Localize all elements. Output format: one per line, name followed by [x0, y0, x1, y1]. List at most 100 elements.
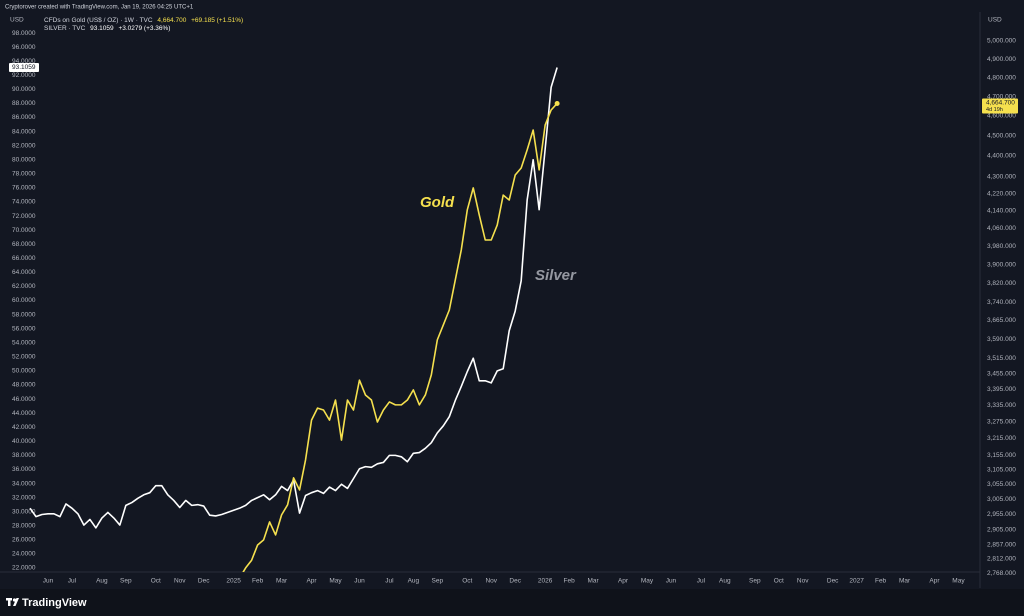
x-tick-label: Jun	[666, 578, 677, 585]
x-tick-label: May	[952, 578, 965, 585]
x-tick-label: Jun	[354, 578, 365, 585]
y2-tick-label: 3,395.000	[987, 386, 1016, 393]
footer-bar	[0, 589, 1024, 616]
y-tick-label: 76.0000	[12, 185, 36, 192]
silver-legend: SILVER · TVC 93.1059 +3.0279 (+3.36%)	[44, 25, 170, 32]
y-tick-label: 70.0000	[12, 227, 36, 234]
y-tick-label: 86.0000	[12, 114, 36, 121]
y2-tick-label: 3,215.000	[987, 435, 1016, 442]
y-axis-unit: USD	[10, 17, 24, 24]
y2-tick-label: 3,275.000	[987, 418, 1016, 425]
y2-tick-label: 3,980.000	[987, 243, 1016, 250]
y-tick-label: 44.0000	[12, 410, 36, 417]
y-tick-label: 78.0000	[12, 171, 36, 178]
series-annotation: Gold	[420, 194, 455, 211]
y2-tick-label: 4,400.000	[987, 153, 1016, 160]
y-tick-label: 40.0000	[12, 438, 36, 445]
x-tick-label: 2026	[538, 578, 553, 585]
y2-tick-label: 3,590.000	[987, 336, 1016, 343]
y2-tick-label: 4,900.000	[987, 56, 1016, 63]
silver-price: 93.1059	[90, 25, 114, 32]
y-tick-label: 62.0000	[12, 283, 36, 290]
x-tick-label: 2025	[226, 578, 241, 585]
credit: Cryptorover created with TradingView.com…	[5, 5, 194, 11]
y2-tick-label: 4,060.000	[987, 225, 1016, 232]
y2-tick-label: 4,220.000	[987, 190, 1016, 197]
y-tick-label: 88.0000	[12, 100, 36, 107]
y-tick-label: 80.0000	[12, 156, 36, 163]
last-point	[554, 100, 560, 106]
x-tick-label: Oct	[774, 578, 784, 585]
x-tick-label: Mar	[276, 578, 288, 585]
y-tick-label: 32.0000	[12, 494, 36, 501]
x-tick-label: Dec	[198, 578, 210, 585]
y2-tick-label: 5,000.000	[987, 38, 1016, 45]
x-tick-label: Feb	[563, 578, 575, 585]
y2-tick-label: 4,700.000	[987, 93, 1016, 100]
countdown: 4d 19h	[986, 107, 1003, 113]
silver-change: +3.0279 (+3.36%)	[118, 25, 170, 32]
x-tick-label: Nov	[797, 578, 809, 585]
series-annotation: Silver	[535, 267, 577, 284]
x-tick-label: Oct	[151, 578, 161, 585]
x-tick-label: Aug	[96, 578, 108, 585]
silver-price-badge-text: 93.1059	[12, 64, 36, 71]
y-tick-label: 26.0000	[12, 537, 36, 544]
logo-icon	[13, 598, 19, 606]
gold-price: 4,664.700	[157, 17, 186, 24]
y-tick-label: 28.0000	[12, 522, 36, 529]
y-tick-label: 58.0000	[12, 311, 36, 318]
x-tick-label: 2027	[849, 578, 864, 585]
y2-tick-label: 3,455.000	[987, 370, 1016, 377]
x-tick-label: May	[329, 578, 342, 585]
x-tick-label: Nov	[485, 578, 497, 585]
x-tick-label: Feb	[875, 578, 887, 585]
x-tick-label: Mar	[899, 578, 911, 585]
y2-tick-label: 3,155.000	[987, 452, 1016, 459]
y-tick-label: 54.0000	[12, 339, 36, 346]
y-tick-label: 36.0000	[12, 466, 36, 473]
x-tick-label: May	[641, 578, 654, 585]
x-tick-label: Aug	[408, 578, 420, 585]
y-tick-label: 74.0000	[12, 199, 36, 206]
silver-name: SILVER · TVC	[44, 25, 86, 32]
y2-tick-label: 2,905.000	[987, 526, 1016, 533]
y-tick-label: 48.0000	[12, 382, 36, 389]
logo-icon	[8, 598, 11, 606]
y2-tick-label: 2,857.000	[987, 541, 1016, 548]
y-tick-label: 42.0000	[12, 424, 36, 431]
y2-tick-label: 4,300.000	[987, 173, 1016, 180]
silver-price-badge	[9, 62, 39, 72]
gold-change: +69.185 (+1.51%)	[191, 17, 243, 24]
x-tick-label: Mar	[587, 578, 599, 585]
y2-tick-label: 3,665.000	[987, 317, 1016, 324]
x-tick-label: Jun	[43, 578, 54, 585]
y2-tick-label: 4,500.000	[987, 133, 1016, 140]
x-tick-label: Jul	[385, 578, 394, 585]
y2-tick-label: 3,105.000	[987, 466, 1016, 473]
y-tick-label: 82.0000	[12, 142, 36, 149]
y2-tick-label: 3,900.000	[987, 261, 1016, 268]
y2-tick-label: 3,820.000	[987, 280, 1016, 287]
series-line	[242, 102, 558, 572]
y2-tick-label: 3,335.000	[987, 402, 1016, 409]
logo: TradingView	[6, 597, 87, 609]
y-tick-label: 98.0000	[12, 30, 36, 37]
y-tick-label: 46.0000	[12, 396, 36, 403]
x-tick-label: Oct	[462, 578, 472, 585]
x-tick-label: Aug	[719, 578, 731, 585]
y-tick-label: 64.0000	[12, 269, 36, 276]
y2-tick-label: 2,955.000	[987, 511, 1016, 518]
y-tick-label: 96.0000	[12, 44, 36, 51]
x-tick-label: Apr	[929, 578, 940, 585]
y2-tick-label: 2,812.000	[987, 556, 1016, 563]
x-tick-label: Dec	[827, 578, 839, 585]
plot-area	[29, 67, 558, 572]
y-tick-label: 60.0000	[12, 297, 36, 304]
y-tick-label: 50.0000	[12, 368, 36, 375]
x-tick-label: Sep	[120, 578, 132, 585]
y-tick-label: 24.0000	[12, 551, 36, 558]
y-tick-label: 34.0000	[12, 480, 36, 487]
